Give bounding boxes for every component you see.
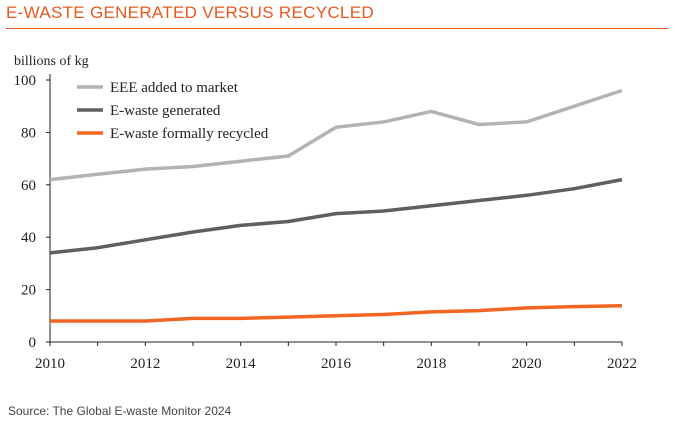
series-lines [49,88,623,323]
axes [46,74,623,346]
source-note: Source: The Global E-waste Monitor 2024 [8,404,232,418]
y-tick-label: 0 [29,335,37,351]
line-chart: 0 20 40 60 80 100 2010 2012 2014 2016 2018 2020 2022… [14,54,638,372]
x-tick-label: 2012 [130,356,160,372]
y-tick-label: 60 [21,178,36,194]
chart-title: E-WASTE GENERATED VERSUS RECYCLED [6,3,374,22]
x-tick-label: 2022 [607,356,637,372]
series-line-1 [49,88,623,182]
legend: EEE added to market E-waste generated E-wa… [77,80,269,142]
x-tick-label: 2014 [226,356,257,372]
tick-labels: 0 20 40 60 80 100 2010 2012 2014 2016 2018 2020 2022 [14,73,638,372]
y-tick-label: 40 [21,230,36,246]
x-tick-label: 2016 [321,356,352,372]
legend-label-1: EEE added to market [110,80,239,96]
title-divider [6,28,668,29]
y-axis-label: billions of kg [14,54,89,69]
legend-label-2: E-waste generated [110,103,221,119]
y-tick-label: 80 [21,125,36,141]
y-tick-label: 100 [14,73,37,89]
legend-label-3: E-waste formally recycled [110,126,269,142]
series-line-2 [49,177,623,255]
x-tick-label: 2018 [416,356,446,372]
y-tick-label: 20 [21,283,36,299]
x-tick-label: 2010 [35,356,65,372]
series-line-3 [50,304,623,323]
x-tick-label: 2020 [512,356,542,372]
